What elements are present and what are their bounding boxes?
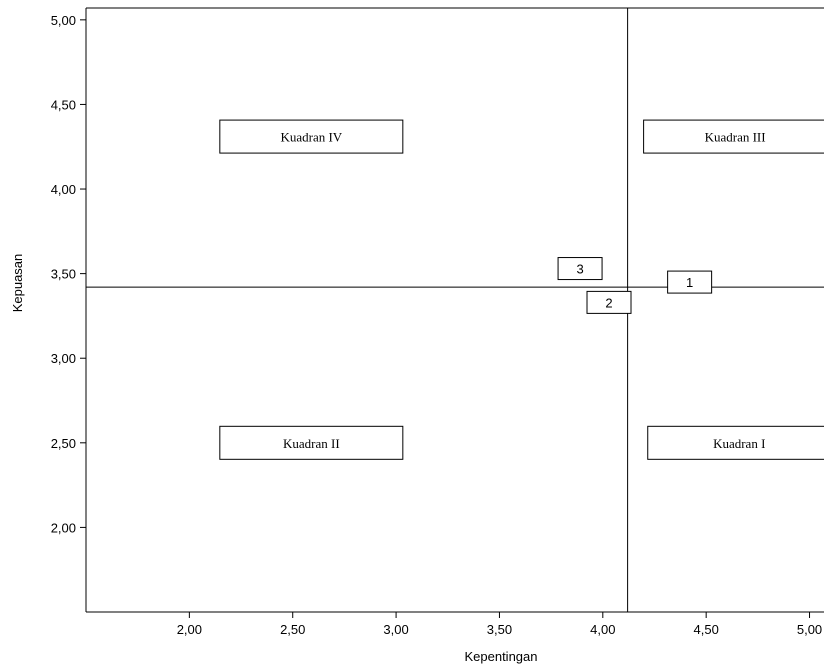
x-tick-label: 3,50 xyxy=(487,622,512,637)
quadrant-box xyxy=(219,425,404,460)
quadrant-box xyxy=(643,119,824,154)
reference-lines xyxy=(86,8,824,612)
y-axis-title: Kepuasan xyxy=(10,254,25,313)
x-tick-label: 5,00 xyxy=(797,622,822,637)
data-point-label: 3 xyxy=(576,262,583,277)
data-point-label: 1 xyxy=(686,275,693,290)
quadrant-box xyxy=(219,119,404,154)
axes: 2,00 2,50 3,00 3,50 4,00 4,50 5,00 2,00 2,50 3,00… xyxy=(51,7,824,637)
x-tick-label: 2,50 xyxy=(280,622,305,637)
quadrant-label: Kuadran I xyxy=(713,436,765,451)
data-points: 1 2 3 xyxy=(557,257,713,314)
quadrant-label: Kuadran IV xyxy=(280,130,342,145)
quadrant-label: Kuadran II xyxy=(283,436,340,451)
y-tick-label: 3,50 xyxy=(51,267,76,282)
x-tick-label: 3,00 xyxy=(383,622,408,637)
y-tick-label: 4,50 xyxy=(51,97,76,112)
y-tick-label: 2,00 xyxy=(51,520,76,535)
quadrant-box xyxy=(647,425,824,460)
y-tick-label: 5,00 xyxy=(51,13,76,28)
x-axis-title: Kepentingan xyxy=(464,649,537,664)
data-point-box xyxy=(667,270,713,294)
x-tick-label: 4,50 xyxy=(694,622,719,637)
data-point-box xyxy=(586,290,632,314)
quadrant-label: Kuadran III xyxy=(705,130,766,145)
x-tick-label: 2,00 xyxy=(177,622,202,637)
x-tick-label: 4,00 xyxy=(590,622,615,637)
y-tick-label: 3,00 xyxy=(51,351,76,366)
y-tick-label: 2,50 xyxy=(51,436,76,451)
data-point-box xyxy=(557,257,603,281)
quadrant-labels: Kuadran IV Kuadran III Kuadran II Kuadran I xyxy=(219,119,824,460)
data-point-label: 2 xyxy=(605,295,612,310)
y-tick-label: 4,00 xyxy=(51,182,76,197)
